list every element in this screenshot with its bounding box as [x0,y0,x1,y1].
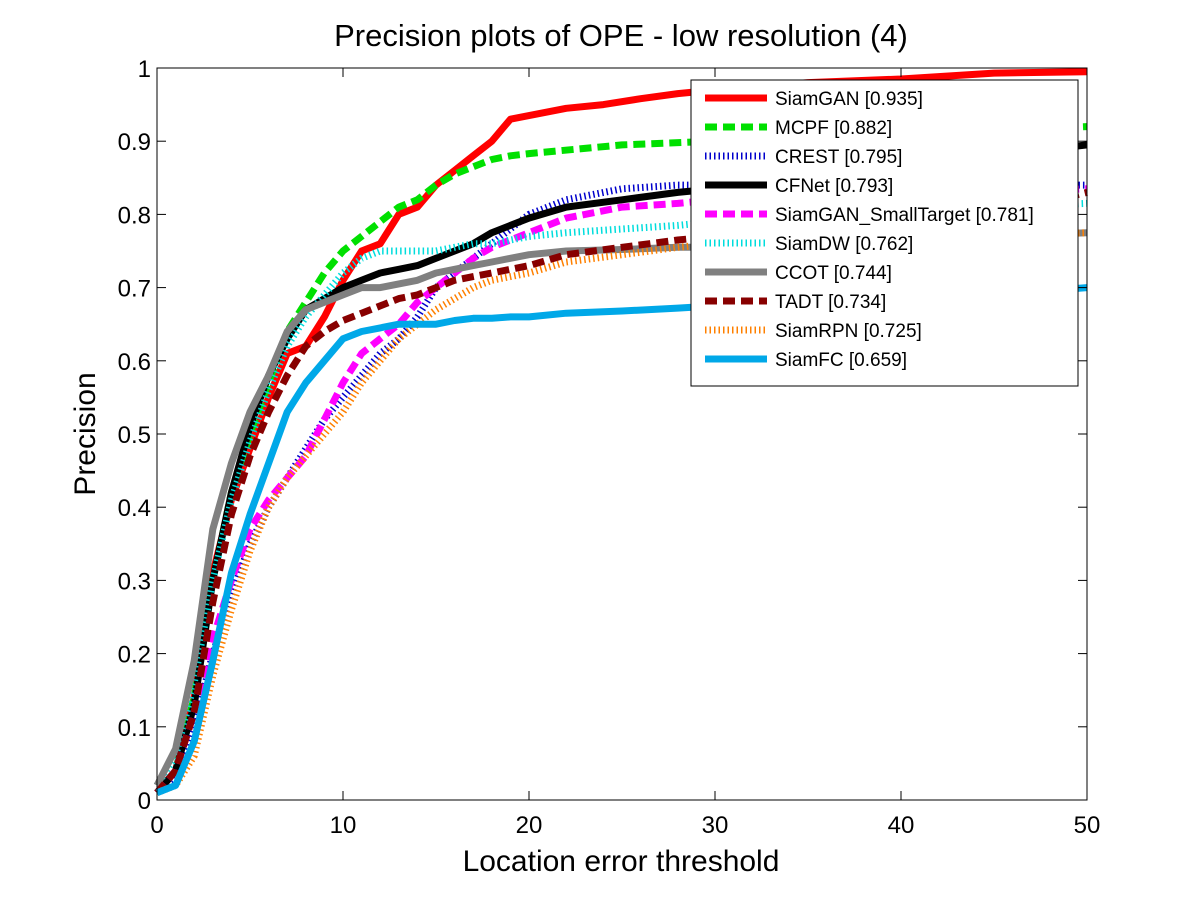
y-tick-label: 0.5 [118,422,151,449]
y-tick-label: 1 [138,56,151,83]
x-axis-label: Location error threshold [463,845,780,878]
legend-label-9: SiamFC [0.659] [775,350,907,371]
series-line-6 [153,229,1088,787]
plot-area: 0 10 20 30 40 50 0 0.1 0.2 0.3 0.4 0.5 0.6 0.7 0.8 0.9 1 [118,56,1101,839]
series-line-2 [154,181,1087,796]
y-tick-label: 0.6 [118,349,151,376]
legend-label-4: SiamGAN_SmallTarget [0.781] [775,205,1034,226]
x-tick-label: 40 [888,812,915,839]
series-line-9 [155,284,1088,796]
y-tick-label: 0.1 [118,715,151,742]
legend: SiamGAN [0.935] MCPF [0.882] CREST [0.795]… [690,79,1079,387]
y-tick-label: 0.9 [118,129,151,156]
legend-label-7: TADT [0.734] [775,292,886,313]
y-axis-label: Precision [69,372,102,495]
legend-label-0: SiamGAN [0.935] [775,89,923,110]
y-tick-label: 0.2 [118,642,151,669]
y-tick-label: 0.7 [118,276,151,303]
legend-label-2: CREST [0.795] [775,147,902,168]
legend-box [690,79,1079,387]
x-tick-label: 30 [702,812,729,839]
legend-label-5: SiamDW [0.762] [775,234,913,255]
x-tick-label: 50 [1074,812,1101,839]
legend-label-3: CFNet [0.793] [775,176,893,197]
legend-label-1: MCPF [0.882] [775,118,892,139]
series-line-5 [154,199,1088,788]
y-tick-label: 0.3 [118,568,151,595]
y-tick-label: 0.4 [118,495,151,522]
x-tick-label: 0 [150,812,163,839]
series-line-3 [154,141,1088,795]
x-tick-label: 20 [516,812,543,839]
series-line-7 [154,188,1088,795]
x-tick-label: 10 [330,812,357,839]
y-tick-label: 0 [138,788,151,815]
series-line-4 [154,185,1088,795]
legend-label-8: SiamRPN [0.725] [775,321,922,342]
chart-title: Precision plots of OPE - low resolution … [334,18,908,53]
y-tick-label: 0.8 [118,202,151,229]
legend-label-6: CCOT [0.744] [775,263,892,284]
